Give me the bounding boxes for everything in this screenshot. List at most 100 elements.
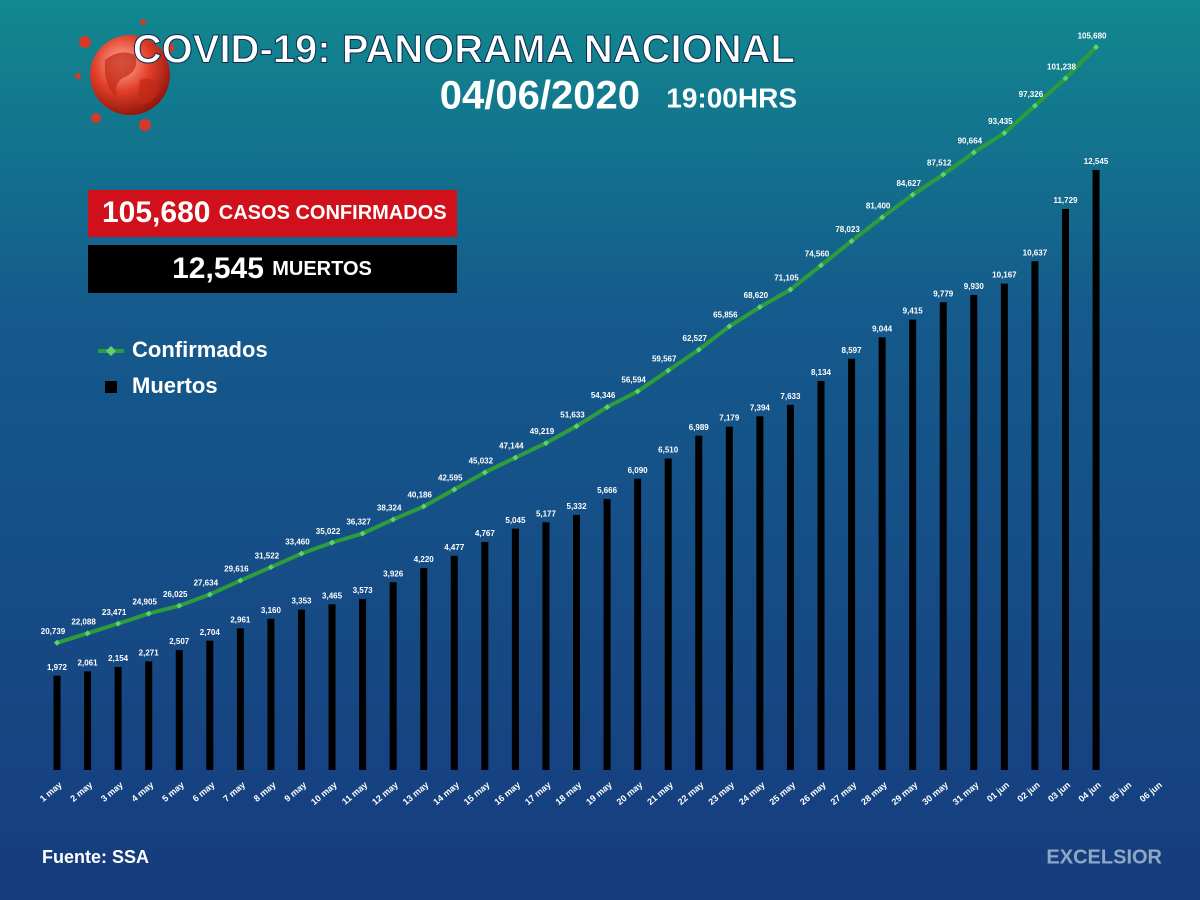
marker bbox=[695, 346, 702, 353]
marker bbox=[206, 591, 213, 598]
summary-label: MUERTOS bbox=[272, 258, 372, 280]
line-value-label: 29,616 bbox=[224, 565, 249, 574]
bar-value-label: 3,353 bbox=[291, 597, 312, 606]
bar bbox=[328, 604, 336, 770]
marker bbox=[665, 367, 672, 374]
bar bbox=[695, 435, 703, 770]
line-value-label: 62,527 bbox=[683, 334, 708, 343]
line-value-label: 27,634 bbox=[194, 579, 219, 588]
date: 04/06/2020 bbox=[440, 74, 640, 118]
bar-value-label: 8,597 bbox=[842, 346, 863, 355]
marker bbox=[879, 214, 886, 221]
bar bbox=[145, 661, 153, 770]
bar-value-label: 7,179 bbox=[719, 414, 740, 423]
bar-value-label: 6,090 bbox=[628, 466, 649, 475]
summary-box-deaths bbox=[88, 245, 457, 293]
bar-value-label: 3,573 bbox=[353, 586, 374, 595]
line-value-label: 23,471 bbox=[102, 608, 127, 617]
marker bbox=[573, 423, 580, 430]
bar-value-label: 3,465 bbox=[322, 591, 343, 600]
line-value-label: 45,032 bbox=[469, 457, 494, 466]
line-value-label: 59,567 bbox=[652, 355, 677, 364]
marker bbox=[1093, 44, 1100, 51]
bar-value-label: 2,507 bbox=[169, 637, 190, 646]
bar-value-label: 4,767 bbox=[475, 529, 496, 538]
source: Fuente: SSA bbox=[42, 847, 149, 867]
bar bbox=[817, 380, 825, 770]
summary-value: 12,545 bbox=[172, 252, 264, 285]
bar-value-label: 9,779 bbox=[933, 289, 954, 298]
bar-value-label: 10,637 bbox=[1023, 248, 1048, 257]
line-value-label: 31,522 bbox=[255, 551, 280, 560]
bar bbox=[84, 671, 92, 770]
summary-confirmed: 105,680 CASOS CONFIRMADOS bbox=[102, 196, 447, 229]
legend-label: Confirmados bbox=[132, 337, 268, 362]
line-value-label: 101,238 bbox=[1047, 62, 1076, 71]
marker bbox=[604, 404, 611, 411]
marker bbox=[420, 503, 427, 510]
bar bbox=[725, 426, 733, 770]
line-value-label: 38,324 bbox=[377, 504, 402, 513]
line-value-label: 93,435 bbox=[988, 117, 1013, 126]
bar-value-label: 10,167 bbox=[992, 271, 1017, 280]
bar-value-label: 4,220 bbox=[414, 555, 435, 564]
bar-value-label: 5,666 bbox=[597, 486, 618, 495]
summary-value: 105,680 bbox=[102, 196, 210, 229]
marker bbox=[176, 602, 183, 609]
marker bbox=[359, 530, 366, 537]
bar-value-label: 2,154 bbox=[108, 654, 129, 663]
marker bbox=[145, 610, 152, 617]
line-value-label: 49,219 bbox=[530, 427, 555, 436]
line-value-label: 33,460 bbox=[285, 538, 310, 547]
bar-value-label: 8,134 bbox=[811, 368, 832, 377]
bar-value-label: 6,989 bbox=[689, 423, 710, 432]
line-value-label: 56,594 bbox=[621, 375, 646, 384]
bar bbox=[573, 514, 581, 770]
title: COVID-19: PANORAMA NACIONAL bbox=[133, 28, 795, 72]
bar bbox=[511, 528, 519, 770]
bar bbox=[114, 666, 122, 770]
bar-value-label: 4,477 bbox=[444, 543, 465, 552]
bar-value-label: 9,044 bbox=[872, 324, 893, 333]
marker bbox=[756, 304, 763, 311]
line-value-label: 81,400 bbox=[866, 202, 891, 211]
line-value-label: 97,326 bbox=[1019, 90, 1044, 99]
bar bbox=[1000, 283, 1008, 770]
marker bbox=[451, 486, 458, 493]
globe-icon bbox=[75, 19, 174, 131]
bar-value-label: 5,177 bbox=[536, 509, 557, 518]
marker bbox=[848, 238, 855, 245]
bar-value-label: 7,633 bbox=[780, 392, 801, 401]
bar bbox=[175, 650, 183, 770]
bar-value-label: 11,729 bbox=[1053, 196, 1078, 205]
line-value-label: 51,633 bbox=[560, 410, 585, 419]
bar-value-label: 3,926 bbox=[383, 569, 404, 578]
line-value-label: 84,627 bbox=[896, 179, 921, 188]
bar bbox=[664, 458, 672, 770]
bar bbox=[848, 358, 856, 770]
bar bbox=[878, 337, 886, 770]
marker bbox=[237, 577, 244, 584]
marker bbox=[1031, 102, 1038, 109]
marker bbox=[726, 323, 733, 330]
bar-value-label: 12,545 bbox=[1084, 157, 1109, 166]
marker bbox=[909, 191, 916, 198]
line-value-label: 87,512 bbox=[927, 159, 952, 168]
line-value-label: 20,739 bbox=[41, 627, 66, 636]
marker bbox=[115, 620, 122, 627]
summary-box-confirmed bbox=[88, 190, 457, 237]
marker bbox=[512, 454, 519, 461]
bar-value-label: 2,961 bbox=[230, 615, 251, 624]
bar bbox=[297, 609, 305, 770]
line-value-label: 24,905 bbox=[132, 598, 157, 607]
bar bbox=[481, 541, 489, 770]
marker bbox=[390, 516, 397, 523]
summary-deaths: 12,545 MUERTOS bbox=[172, 252, 372, 285]
line-value-label: 71,105 bbox=[774, 274, 799, 283]
bar bbox=[939, 302, 947, 770]
line-value-label: 26,025 bbox=[163, 590, 188, 599]
marker bbox=[542, 440, 549, 447]
line-value-label: 74,560 bbox=[805, 249, 830, 258]
